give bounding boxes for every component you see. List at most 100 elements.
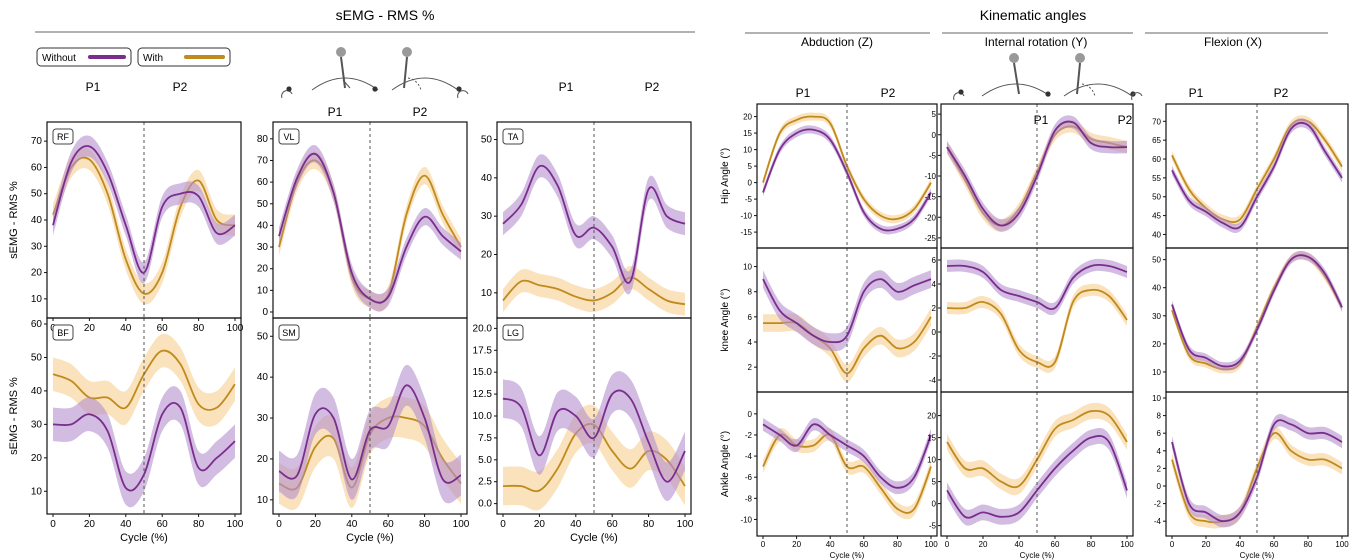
series-line-with-hip-abduction — [762, 115, 932, 221]
x-tick-label: 40 — [1015, 540, 1024, 549]
y-tick-label: 4 — [932, 280, 937, 289]
y-tick-label: 20.0 — [473, 323, 493, 334]
panel-tag: BF — [57, 328, 69, 338]
x-tick-label: 0 — [276, 519, 282, 530]
y-tick-label: -25 — [924, 234, 936, 243]
y-tick-label: 10.0 — [473, 411, 493, 422]
band-without-BF — [53, 386, 235, 508]
panel-frame — [1165, 391, 1349, 537]
x-tick-label: 20 — [534, 519, 546, 530]
band-with-ankle-abduction — [763, 427, 931, 520]
panel-knee-internal-rotation: -4 -2 0 2 4 6 — [929, 247, 1134, 393]
panel-hip-internal-rotation: -25 -20 -15 -10 -5 0 5 — [924, 103, 1134, 249]
panel-tag-box — [278, 128, 300, 145]
band-with-ankle-flexion — [1172, 426, 1342, 529]
panel-frame — [756, 391, 938, 537]
x-tick-label: 80 — [893, 540, 902, 549]
panel-hip-flexion: 40 45 50 55 60 65 70 — [1152, 103, 1349, 249]
x-tick-label: 60 — [1270, 540, 1279, 549]
legend-box-without — [36, 47, 132, 67]
y-tick-label: 30 — [257, 242, 269, 253]
y-tick-label: 30 — [31, 419, 43, 430]
y-tick-label: 40 — [257, 220, 269, 231]
panels: 10203040506070020406080100sEMG - RMS %RF… — [8, 103, 1349, 560]
y-tick-label: 5 — [748, 162, 753, 171]
y-tick-label: 50 — [1152, 193, 1161, 202]
y-tick-label: -4 — [1154, 517, 1162, 526]
y-tick-label: 20 — [257, 264, 269, 275]
y-tick-label: 7.5 — [478, 433, 492, 444]
y-tick-label: 10 — [743, 263, 752, 272]
y-tick-label: 10 — [257, 285, 269, 296]
y-tick-label: -6 — [745, 473, 753, 482]
y-tick-label: -4 — [929, 376, 937, 385]
y-tick-label: 70 — [1152, 117, 1161, 126]
y-tick-label: -5 — [745, 195, 753, 204]
x-tick-label: 60 — [1051, 540, 1060, 549]
y-axis-label: Ankle Angle (°) — [720, 431, 731, 497]
x-tick-label: 100 — [677, 519, 694, 530]
x-tick-label: 20 — [84, 519, 96, 530]
x-tick-label: 0 — [500, 519, 506, 530]
y-tick-label: 40 — [257, 372, 269, 383]
y-tick-label: 20 — [257, 454, 269, 465]
y-tick-label: 2 — [748, 363, 753, 372]
x-tick-label: 20 — [1202, 540, 1211, 549]
x-axis-label: Cycle (%) — [570, 532, 618, 544]
x-tick-label: 80 — [1304, 540, 1313, 549]
panel-tag: VL — [283, 132, 294, 142]
panel-TA: 10 20 30 40 50 TA — [481, 121, 692, 319]
panel-SM: 10 20 30 40 50 0 20 40 60 80 100 Cycle (%) SM — [257, 317, 470, 544]
x-tick-label: 100 — [1120, 540, 1134, 549]
y-tick-label: 10 — [31, 294, 43, 305]
y-tick-label: 2 — [1157, 464, 1162, 473]
x-tick-label: 20 — [84, 323, 96, 334]
panel-frame — [46, 317, 242, 515]
x-tick-label: 80 — [193, 323, 205, 334]
y-tick-label: 10 — [743, 146, 752, 155]
y-tick-label: 15 — [927, 434, 936, 443]
y-tick-label: 0 — [748, 410, 753, 419]
panel-frame — [940, 391, 1134, 537]
series-line-without-SM — [278, 384, 462, 484]
y-tick-label: 10 — [481, 288, 493, 299]
y-tick-label: 60 — [31, 162, 43, 173]
x-tick-label: 60 — [859, 540, 868, 549]
y-tick-label: 8 — [748, 288, 753, 297]
y-tick-label: 60 — [257, 177, 269, 188]
y-tick-label: 0 — [262, 307, 268, 318]
x-tick-label: 0 — [761, 540, 766, 549]
x-tick-label: 20 — [310, 519, 322, 530]
band-with-LG — [503, 404, 685, 511]
panel-tag-box — [52, 324, 74, 341]
y-tick-label: 15.0 — [473, 367, 493, 378]
y-tick-label: 55 — [1152, 174, 1161, 183]
y-tick-label: 30 — [1152, 312, 1161, 321]
y-tick-label: 50 — [257, 331, 269, 342]
series-line-without-TA — [502, 164, 686, 284]
x-axis-label: Cycle (%) — [346, 532, 394, 544]
y-tick-label: 4 — [1157, 447, 1162, 456]
y-tick-label: 20 — [481, 250, 493, 261]
y-tick-label: 60 — [31, 319, 43, 330]
y-tick-label: -10 — [740, 212, 752, 221]
y-tick-label: 70 — [257, 155, 269, 166]
series-line-without-knee-flexion — [1171, 254, 1343, 368]
y-tick-label: 40 — [1152, 230, 1161, 239]
x-tick-label: 0 — [1170, 540, 1175, 549]
phase-label-p2: P2 — [645, 80, 660, 94]
x-tick-label: 40 — [1236, 540, 1245, 549]
legend: Without With — [36, 47, 231, 67]
y-tick-label: -5 — [929, 522, 937, 531]
phase-label-p1: P1 — [328, 105, 343, 119]
y-tick-label: 20 — [31, 268, 43, 279]
x-tick-label: 60 — [157, 519, 169, 530]
phase-label-p1: P1 — [796, 86, 811, 100]
y-tick-label: 5 — [932, 478, 937, 487]
x-tick-label: 0 — [945, 540, 950, 549]
panel-hip-abduction: -15 -10 -5 0 5 10 15 20 Hip Angle (°) — [720, 103, 938, 249]
band-without-ankle-abduction — [763, 417, 931, 495]
panel-tag-box — [278, 324, 300, 341]
